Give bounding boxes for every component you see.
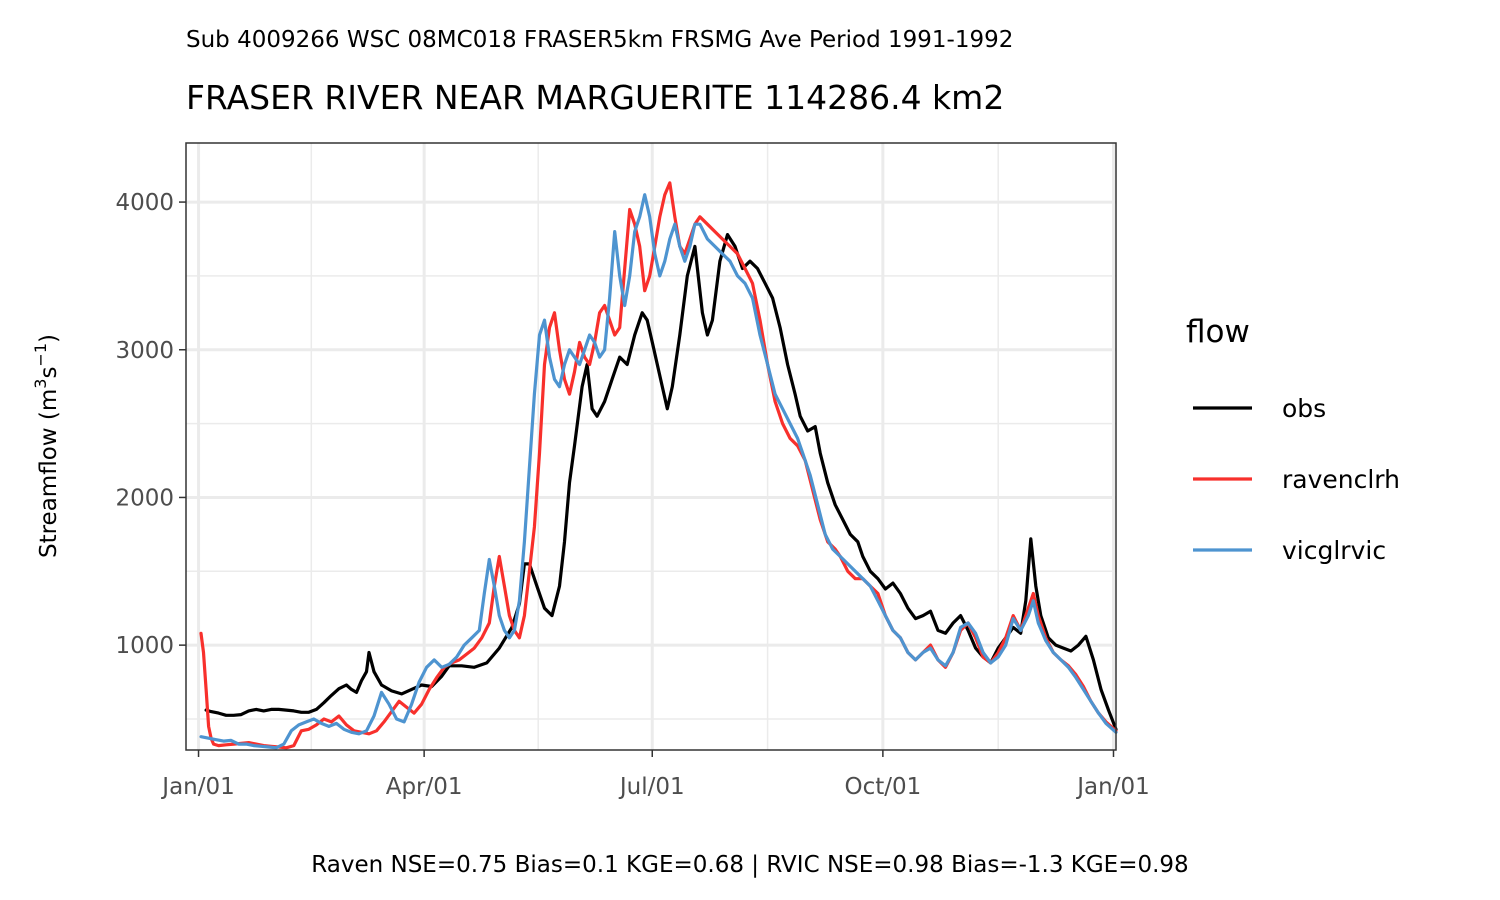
- y-axis-title-sup2: −1: [31, 343, 50, 367]
- legend-title: flow: [1186, 314, 1250, 350]
- y-tick-label: 1000: [115, 633, 174, 659]
- y-tick-label: 2000: [115, 485, 174, 511]
- chart-subtitle: Sub 4009266 WSC 08MC018 FRASER5km FRSMG …: [186, 27, 1013, 53]
- series-lines: [199, 181, 1118, 750]
- plot-border: [185, 142, 1117, 751]
- legend: flow obs ravenclrh vicglrvic: [1186, 314, 1400, 565]
- series-line-obs: [204, 233, 1118, 731]
- x-tick-label: Jan/01: [160, 774, 234, 800]
- y-axis-title: Streamflow (m3s−1): [31, 334, 62, 558]
- y-axis-title-sup1: 3: [31, 379, 50, 389]
- x-tick-label: Oct/01: [844, 774, 921, 800]
- legend-label-ravenclrh: ravenclrh: [1282, 465, 1400, 494]
- y-tick-label: 3000: [115, 338, 174, 364]
- chart-title: FRASER RIVER NEAR MARGUERITE 114286.4 km…: [186, 78, 1004, 117]
- x-tick-label: Jan/01: [1075, 774, 1149, 800]
- legend-label-vicglrvic: vicglrvic: [1282, 536, 1386, 565]
- x-axis: Jan/01 Apr/01 Jul/01 Oct/01 Jan/01: [160, 750, 1150, 800]
- y-axis-title-main: Streamflow (m: [36, 389, 62, 558]
- x-tick-label: Jul/01: [618, 774, 685, 800]
- major-gridlines: [186, 143, 1116, 750]
- legend-items: obs ravenclrh vicglrvic: [1193, 394, 1400, 565]
- series-line-vicglrvic: [199, 193, 1118, 750]
- x-tick-label: Apr/01: [386, 774, 463, 800]
- y-axis-title-end: ): [36, 334, 62, 343]
- y-tick-label: 4000: [115, 190, 174, 216]
- chart-caption: Raven NSE=0.75 Bias=0.1 KGE=0.68 | RVIC …: [311, 852, 1188, 878]
- legend-label-obs: obs: [1282, 394, 1326, 423]
- y-axis: 1000 2000 3000 4000: [115, 190, 186, 659]
- y-axis-title-mid: s: [36, 367, 62, 379]
